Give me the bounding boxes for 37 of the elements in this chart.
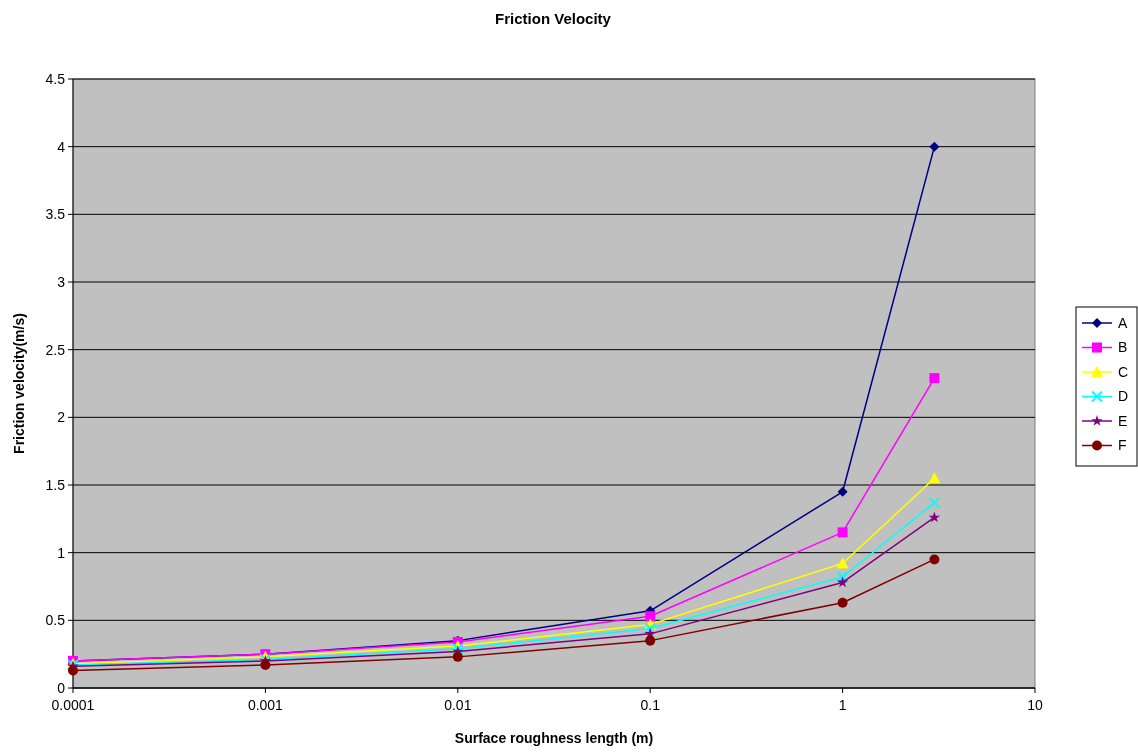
x-tick-label: 0.01 [444,697,472,713]
legend-label: D [1118,388,1129,405]
point [260,659,271,670]
y-tick-label: 3 [57,273,66,290]
point [837,527,848,538]
y-tick-label: 3.5 [45,206,66,223]
point [837,486,848,497]
y-tick-label: 4.5 [45,70,66,87]
legend-label: F [1118,437,1127,454]
x-tick-label: 0.1 [640,697,661,713]
x-tick-label: 1 [838,697,847,713]
x-tick-label: 0.0001 [51,697,95,713]
point [644,622,657,635]
y-tick-label: 2.5 [45,341,66,358]
legend-label: B [1118,339,1128,356]
point [645,635,656,646]
x-tick-label: 10 [1027,697,1043,713]
legend-label: A [1118,314,1128,331]
point [645,611,656,622]
y-axis-title: Friction velocity(m/s) [11,313,27,454]
chart-title: Friction Velocity [495,10,612,27]
y-tick-label: 1.5 [45,476,66,493]
point [836,576,849,588]
y-tick-label: 4 [57,138,66,155]
point [836,557,849,569]
x-tick-label: 0.001 [247,697,284,713]
y-tick-label: 0.5 [45,612,66,629]
point [836,571,849,584]
point [68,665,78,676]
y-tick-label: 2 [57,409,66,426]
point [837,597,848,608]
legend-label: C [1118,363,1129,380]
y-tick-label: 1 [57,544,66,561]
y-tick-label: 0 [57,679,66,696]
legend-label: E [1118,412,1128,429]
point [452,651,463,662]
x-axis-title: Surface roughness length (m) [454,730,654,746]
